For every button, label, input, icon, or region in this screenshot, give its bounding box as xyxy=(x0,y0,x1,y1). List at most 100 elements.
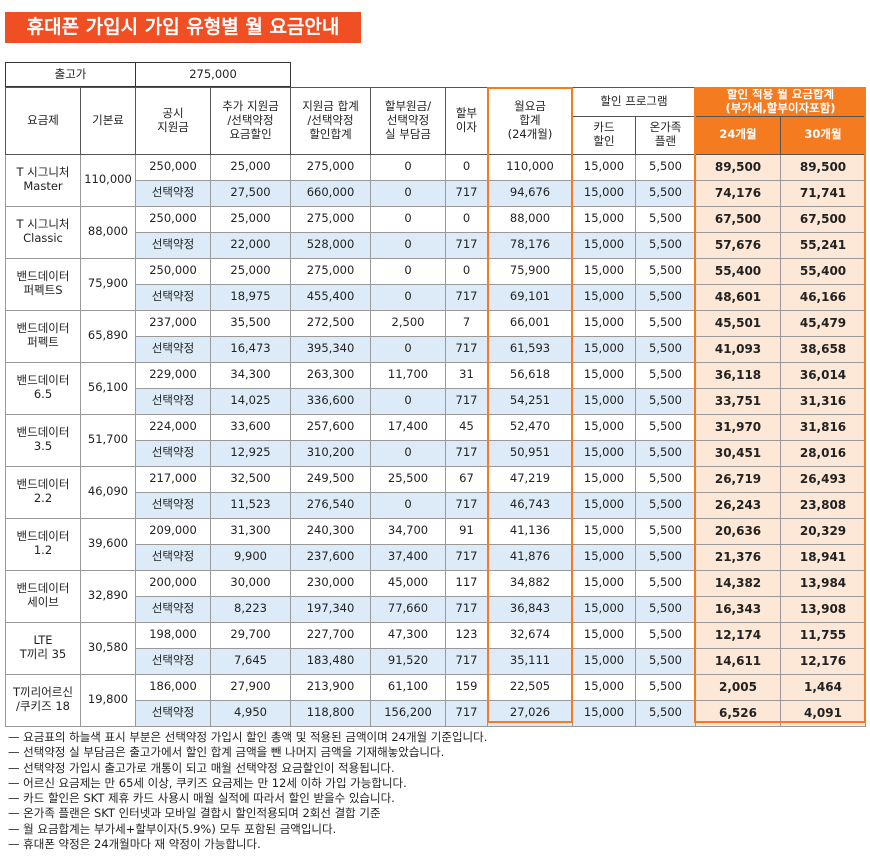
header-cell: 카드 할인 xyxy=(572,115,636,155)
table-cell: 209,000 xyxy=(135,517,211,545)
page-title: 휴대폰 가입시 가입 유형별 월 요금안내 xyxy=(5,12,361,43)
table-cell: 21,376 xyxy=(695,543,781,571)
table-cell: 23,808 xyxy=(780,491,866,519)
table-cell: 5,500 xyxy=(635,153,696,181)
table-cell: 89,500 xyxy=(780,153,866,181)
table-cell: 660,000 xyxy=(290,179,371,207)
table-cell: 15,000 xyxy=(572,569,636,597)
table-cell: 34,700 xyxy=(370,517,446,545)
plan-name: 밴드데이터 6.5 xyxy=(5,361,81,415)
table-row: 선택약정 14,025 336,600 0 717 54,251 15,000 5,500 33… xyxy=(6,387,866,415)
table-cell: 14,025 xyxy=(210,387,291,415)
table-cell: 5,500 xyxy=(635,283,696,311)
table-cell: 선택약정 xyxy=(135,231,211,259)
plan-name: 밴드데이터 퍼펙트 xyxy=(5,309,81,363)
table-row: 밴드데이터 세이브 32,890 200,000 30,000 230,000 45,00… xyxy=(5,569,866,623)
table-cell: 217,000 xyxy=(135,465,211,493)
header-cell: 30개월 xyxy=(780,115,866,155)
table-cell: 237,600 xyxy=(290,543,371,571)
header-cell: 할인 적용 월 요금합계 (부가세,할부이자포함) xyxy=(695,87,866,117)
table-cell: 30,000 xyxy=(210,569,291,597)
plan-name: 밴드데이터 2.2 xyxy=(5,465,81,519)
table-cell: 717 xyxy=(445,647,488,675)
table-cell: 27,500 xyxy=(210,179,291,207)
table-cell: 4,950 xyxy=(210,699,291,727)
table-cell: 5,500 xyxy=(635,491,696,519)
table-cell: 15,000 xyxy=(572,387,636,415)
table-cell: 198,000 xyxy=(135,621,211,649)
table-cell: 8,223 xyxy=(210,595,291,623)
table-cell: 67 xyxy=(445,465,488,493)
table-cell: 276,540 xyxy=(290,491,371,519)
table-cell: 123 xyxy=(445,621,488,649)
table-cell: 54,251 xyxy=(487,387,573,415)
table-row: T 시그니처 Classic 88,000 250,000 25,000 275,000… xyxy=(5,205,866,259)
header-cell: 할부원금/ 선택약정 실 부담금 xyxy=(370,87,446,155)
table-cell: 229,000 xyxy=(135,361,211,389)
table-cell: 717 xyxy=(445,491,488,519)
table-cell: 32,674 xyxy=(487,621,573,649)
table-cell: 41,136 xyxy=(487,517,573,545)
table-cell: 15,000 xyxy=(572,621,636,649)
table-cell: 310,200 xyxy=(290,439,371,467)
table-cell: 25,000 xyxy=(210,205,291,233)
table-cell: 5,500 xyxy=(635,543,696,571)
table-cell: 15,000 xyxy=(572,595,636,623)
table-row: 밴드데이터 2.2 46,090 217,000 32,500 249,500 25,50… xyxy=(5,465,866,519)
table-cell: 29,700 xyxy=(210,621,291,649)
table-cell: 14,611 xyxy=(695,647,781,675)
table-cell: 선택약정 xyxy=(135,595,211,623)
table-cell: 69,101 xyxy=(487,283,573,311)
table-cell: 22,000 xyxy=(210,231,291,259)
table-cell: 71,741 xyxy=(780,179,866,207)
table-cell: 55,241 xyxy=(780,231,866,259)
table-cell: 230,000 xyxy=(290,569,371,597)
table-cell: 15,000 xyxy=(572,465,636,493)
table-row: 밴드데이터 6.5 56,100 229,000 34,300 263,300 11,70… xyxy=(5,361,866,415)
table-cell: 5,500 xyxy=(635,309,696,337)
table-cell: 46,166 xyxy=(780,283,866,311)
note-line: — 온가족 플랜은 SKT 인터넷과 모바일 결합시 할인적용되며 2회선 결합… xyxy=(8,806,381,821)
table-cell: 89,500 xyxy=(695,153,781,181)
table-cell: 31,816 xyxy=(780,413,866,441)
table-cell: 45,000 xyxy=(370,569,446,597)
table-cell: 2,005 xyxy=(695,673,781,701)
table-cell: 88,000 xyxy=(487,205,573,233)
table-cell: 16,473 xyxy=(210,335,291,363)
base-fee: 88,000 xyxy=(80,205,136,259)
header-cell: 할인 프로그램 xyxy=(572,87,696,117)
table-cell: 4,091 xyxy=(780,699,866,727)
table-row: T 시그니처 Master 110,000 250,000 25,000 275,000… xyxy=(5,153,866,207)
table-cell: 5,500 xyxy=(635,699,696,727)
table-cell: 237,000 xyxy=(135,309,211,337)
table-cell: 선택약정 xyxy=(135,283,211,311)
table-cell: 0 xyxy=(370,179,446,207)
table-cell: 35,500 xyxy=(210,309,291,337)
table-cell: 12,925 xyxy=(210,439,291,467)
table-row: 선택약정 7,645 183,480 91,520 717 35,111 15,000 5,5… xyxy=(6,647,866,675)
table-cell: 15,000 xyxy=(572,673,636,701)
table-cell: 156,200 xyxy=(370,699,446,727)
table-cell: 186,000 xyxy=(135,673,211,701)
table-cell: 717 xyxy=(445,699,488,727)
table-cell: 선택약정 xyxy=(135,647,211,675)
table-body: T 시그니처 Master 110,000 250,000 25,000 275,000… xyxy=(5,153,866,727)
table-cell: 45,479 xyxy=(780,309,866,337)
note-line: — 어르신 요금제는 만 65세 이상, 쿠키즈 요금제는 만 12세 이하 가… xyxy=(8,775,407,790)
base-fee: 65,890 xyxy=(80,309,136,363)
table-cell: 224,000 xyxy=(135,413,211,441)
table-cell: 6,526 xyxy=(695,699,781,727)
table-cell: 37,400 xyxy=(370,543,446,571)
table-cell: 5,500 xyxy=(635,361,696,389)
table-cell: 34,300 xyxy=(210,361,291,389)
table-cell: 5,500 xyxy=(635,647,696,675)
plan-name: 밴드데이터 세이브 xyxy=(5,569,81,623)
table-cell: 5,500 xyxy=(635,673,696,701)
table-cell: 15,000 xyxy=(572,361,636,389)
table-cell: 48,601 xyxy=(695,283,781,311)
table-cell: 15,000 xyxy=(572,309,636,337)
note-line: — 카드 할인은 SKT 제휴 카드 사용시 매월 실적에 따라서 할인 받을수… xyxy=(8,791,395,806)
table-cell: 275,000 xyxy=(290,205,371,233)
table-cell: 12,174 xyxy=(695,621,781,649)
